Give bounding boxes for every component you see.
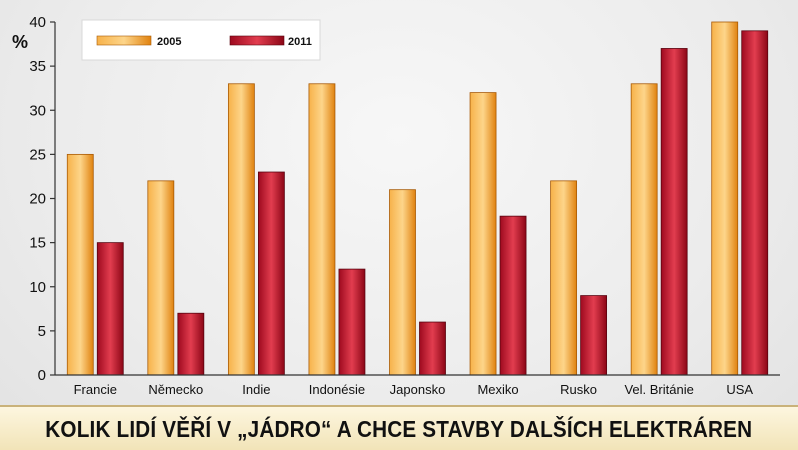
x-category-label: Německo: [148, 382, 203, 397]
bar-2005-Německo: [147, 180, 175, 376]
legend-label-2005: 2005: [157, 36, 181, 48]
title-bar: KOLIK LIDÍ VĚŘÍ V „JÁDRO“ A CHCE STAVBY …: [0, 405, 798, 450]
bar-2005-Indie: [227, 83, 255, 376]
bar-2005-USA: [711, 21, 739, 376]
bar-chart: 0 5 10 15 20 25 30 35 40% Francie Německo Indie Ind…: [12, 14, 780, 397]
y-tick-label: 30: [29, 102, 46, 119]
y-tick-label: 0: [38, 367, 46, 384]
bar-2005-Indonésie: [308, 83, 336, 376]
bars: [66, 21, 769, 376]
x-category-label: Vel. Británie: [624, 382, 693, 397]
y-axis-unit-label: %: [12, 32, 28, 52]
legend-swatch-2011: [229, 35, 285, 46]
bar-2011-Francie: [96, 242, 124, 376]
bar-2005-Rusko: [550, 180, 578, 376]
y-tick-label: 35: [29, 58, 46, 75]
x-category-label: Japonsko: [390, 382, 446, 397]
bar-2005-Vel. Británie: [630, 83, 658, 376]
bar-2011-USA: [741, 30, 769, 376]
x-category-label: Francie: [74, 382, 117, 397]
bar-2005-Mexiko: [469, 92, 497, 376]
bar-2011-Japonsko: [419, 321, 446, 376]
x-category-label: Indie: [242, 382, 270, 397]
legend-label-2011: 2011: [288, 36, 312, 48]
bar-2005-Francie: [66, 153, 94, 376]
y-tick-label: 10: [29, 279, 46, 296]
x-axis: Francie Německo Indie Indonésie Japonsko Mexi…: [55, 374, 780, 397]
bar-2011-Mexiko: [499, 215, 527, 376]
bar-2011-Vel. Británie: [660, 48, 688, 376]
y-tick-label: 20: [29, 191, 46, 208]
y-tick-label: 40: [29, 14, 46, 31]
bar-2005-Japonsko: [389, 189, 416, 376]
chart-title: KOLIK LIDÍ VĚŘÍ V „JÁDRO“ A CHCE STAVBY …: [45, 416, 753, 442]
x-category-label: Indonésie: [309, 382, 365, 397]
bar-2011-Indie: [257, 171, 285, 376]
x-category-label: USA: [726, 382, 753, 397]
legend-swatch-2005: [96, 35, 152, 46]
bar-2011-Německo: [177, 312, 205, 376]
y-tick-label: 5: [38, 323, 46, 340]
bar-2011-Rusko: [580, 295, 608, 376]
legend: 2005 2011: [81, 19, 321, 61]
bar-2011-Indonésie: [338, 268, 366, 376]
x-category-label: Mexiko: [477, 382, 518, 397]
y-axis: 0 5 10 15 20 25 30 35 40%: [12, 14, 56, 384]
x-category-label: Rusko: [560, 382, 597, 397]
y-tick-label: 15: [29, 235, 46, 252]
y-tick-label: 25: [29, 146, 46, 163]
